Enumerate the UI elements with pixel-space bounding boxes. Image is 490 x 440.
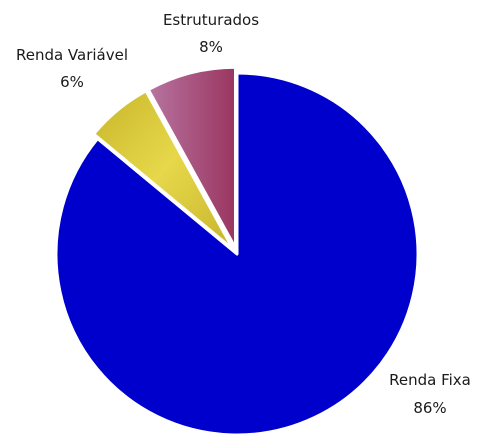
label-renda-variavel: Renda Variável 6% (16, 46, 128, 91)
pie-slice-renda-variavel (92, 89, 235, 251)
pie-slices (54, 65, 420, 437)
slice-value-renda-variavel: 6% (60, 73, 84, 91)
slice-value-renda-fixa: 86% (413, 399, 446, 417)
slice-value-estruturados: 8% (199, 38, 223, 56)
pie-slice-renda-fixa (54, 71, 420, 437)
slice-label-renda-fixa: Renda Fixa (389, 371, 471, 389)
label-estruturados: Estruturados 8% (163, 11, 259, 56)
label-renda-fixa: Renda Fixa 86% (389, 371, 471, 417)
pie-slice-estruturados (146, 65, 238, 250)
slice-label-renda-variavel: Renda Variável (16, 46, 128, 64)
slice-label-estruturados: Estruturados (163, 11, 259, 29)
